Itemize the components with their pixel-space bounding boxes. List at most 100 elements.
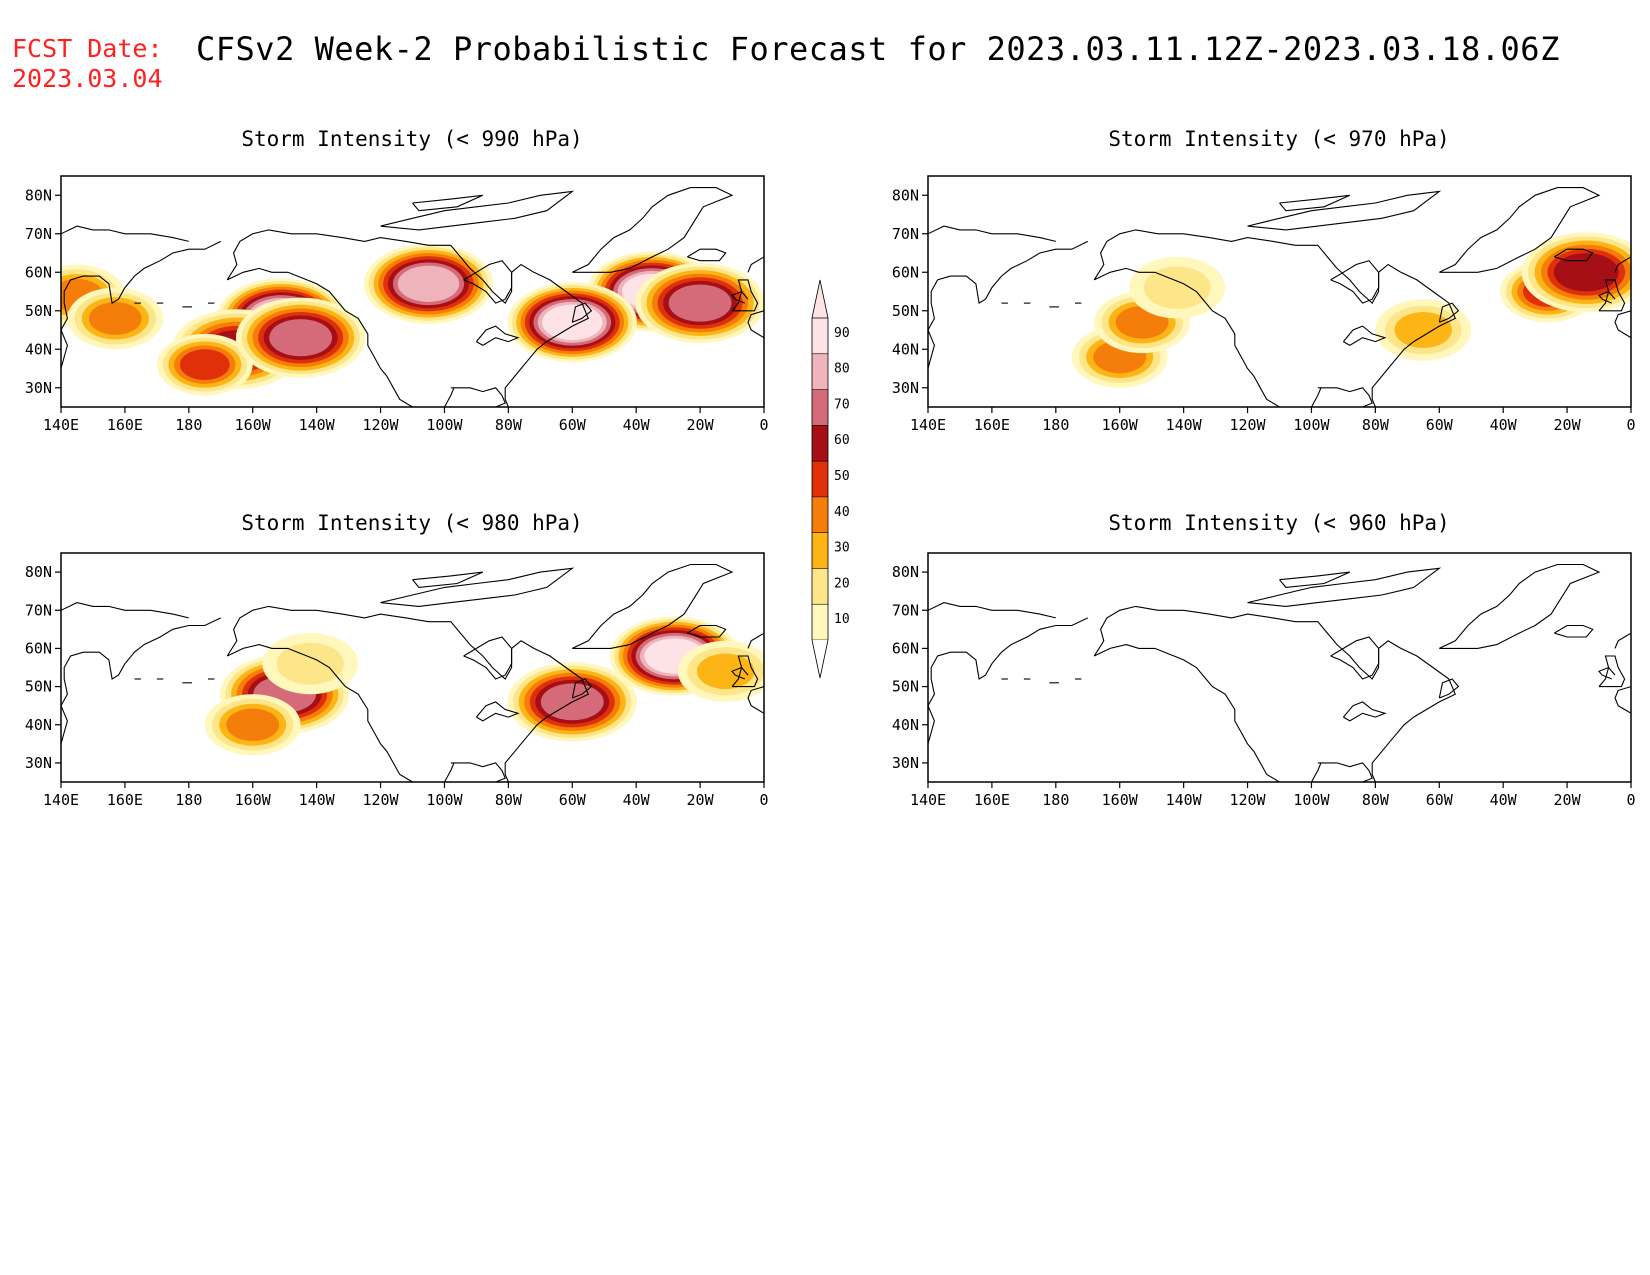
lon-tick-label: 60W [1426,791,1454,809]
lat-tick-label: 80N [25,186,52,204]
map-field [61,187,764,407]
prob-cell [269,319,333,357]
coastline [1342,701,1387,722]
coastline [1279,194,1351,212]
map-frame [927,175,1632,408]
colorbar-label: 50 [834,469,850,484]
lon-tick-label: 160E [107,416,143,434]
page-title: CFSv2 Week-2 Probabilistic Forecast for … [196,30,1560,68]
coastline [1317,387,1373,407]
prob-cell [88,302,142,335]
colorbar-swatch [812,318,828,354]
coastline [731,290,749,304]
coastline [463,636,513,680]
lat-tick-label: 40N [892,716,919,734]
coastline [928,225,1056,242]
coastline [1598,666,1616,680]
colorbar-swatch [812,425,828,462]
prob-cell [668,284,732,322]
coastline [1330,260,1380,304]
lon-tick-label: 20W [1554,791,1582,809]
lon-tick-label: 80W [495,416,523,434]
coastline [731,279,759,312]
colorbar-top-cap [811,279,829,319]
coastline [1614,686,1631,714]
lat-tick-label: 60N [25,263,52,281]
coastline [1614,256,1631,273]
lon-tick-label: 120W [362,416,399,434]
coastline [928,602,1056,619]
lon-tick-label: 40W [1490,791,1518,809]
lon-tick-label: 40W [623,791,651,809]
colorbar-swatch [812,389,828,426]
coastline [412,194,484,212]
prob-cell [276,642,344,685]
lon-tick-label: 140E [43,791,79,809]
coastline [61,617,222,706]
coastline [1311,762,1322,782]
coastline [1614,632,1631,649]
lat-tick-label: 50N [25,678,52,696]
map-field [928,563,1631,782]
map-frame [60,175,765,408]
coastline [572,187,734,273]
lon-tick-label: 140E [43,416,79,434]
colorbar-label: 20 [834,576,850,591]
colorbar-swatch [812,532,828,569]
coastline [928,329,935,369]
lon-tick-label: 160W [235,791,272,809]
fcst-label: FCST Date: [12,34,163,63]
lon-tick-label: 60W [559,791,587,809]
lon-tick-label: 140W [1166,416,1203,434]
colorbar-label: 10 [834,612,850,627]
lon-tick-label: 0 [759,791,768,809]
prob-cell [397,265,460,302]
coastline [1093,229,1457,407]
coastline [450,762,506,782]
lat-tick-label: 30N [25,379,52,397]
coastline [1438,302,1460,323]
coastline [1093,267,1280,407]
coastline [475,325,520,347]
lon-tick-label: 140W [1166,791,1203,809]
lat-tick-label: 50N [25,302,52,320]
coastline [226,267,413,407]
prob-cell [1394,312,1453,348]
lat-tick-label: 70N [25,225,52,243]
lat-tick-label: 60N [892,639,919,657]
coastline [61,329,68,369]
panel-title: Storm Intensity (< 990 hPa) [241,127,582,151]
coastline [1330,636,1380,680]
lon-tick-label: 100W [1293,416,1330,434]
panel-title: Storm Intensity (< 980 hPa) [241,511,582,535]
map-frame [927,552,1632,783]
coastline [1093,644,1280,782]
coastline [1439,187,1601,273]
lon-tick-label: 60W [559,416,587,434]
coastline [1554,624,1594,638]
colorbar-swatch [812,461,828,497]
lon-tick-label: 0 [759,416,768,434]
lat-tick-label: 70N [25,601,52,619]
lon-tick-label: 80W [1362,791,1390,809]
coastline [1598,290,1616,304]
map-panel-3: Storm Intensity (< 980 hPa) 140E 160E 180 16… [25,511,769,809]
lon-tick-label: 140E [910,416,946,434]
lon-tick-label: 160W [1102,791,1139,809]
prob-cell [179,349,230,381]
lat-tick-label: 50N [892,678,919,696]
coastline [226,644,413,782]
coastline [1438,678,1460,699]
lat-tick-label: 30N [892,379,919,397]
coastline [928,705,935,744]
lat-tick-label: 60N [25,639,52,657]
panel-title: Storm Intensity (< 970 hPa) [1108,127,1449,151]
lon-tick-label: 20W [687,791,715,809]
lon-tick-label: 120W [1229,791,1266,809]
coastline [61,705,68,744]
colorbar-label: 40 [834,505,850,520]
coastline [747,632,764,649]
coastline [1614,310,1631,339]
lon-tick-label: 0 [1626,791,1635,809]
prob-cell [1143,266,1211,309]
